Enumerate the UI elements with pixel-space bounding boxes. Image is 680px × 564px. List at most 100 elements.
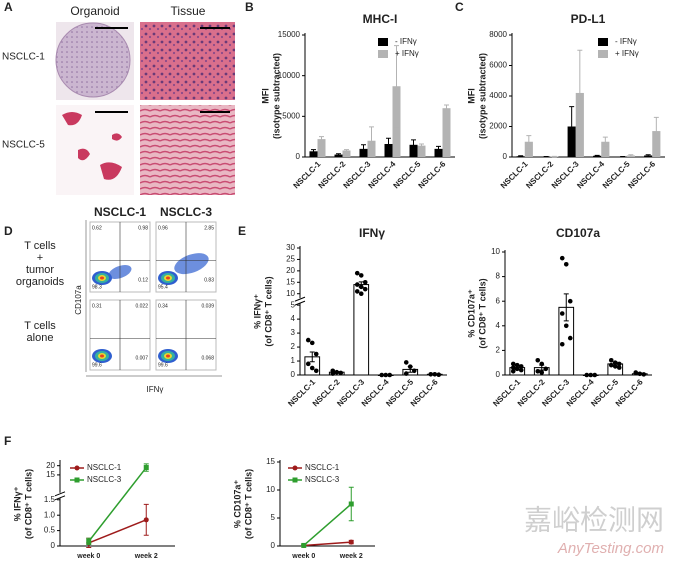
legend-swatch — [378, 38, 388, 46]
y-tick-label: 2 — [496, 346, 501, 355]
marker — [301, 542, 307, 548]
y-tick-label: 10 — [286, 289, 295, 298]
y-axis-label: (of CD8⁺ T cells) — [263, 276, 273, 346]
data-point — [510, 369, 516, 374]
error-bar — [309, 351, 315, 363]
data-point — [428, 372, 434, 377]
y-tick-label: 0.5 — [44, 526, 56, 535]
chart-title: MHC-I — [363, 12, 398, 26]
error-bar — [334, 371, 340, 374]
bar — [601, 141, 610, 157]
error-bar — [653, 116, 659, 146]
data-point — [608, 357, 614, 363]
line — [88, 519, 147, 544]
line — [303, 541, 352, 547]
quadrant-value: 99.6 — [92, 362, 102, 368]
y-tick-label: 0 — [496, 370, 501, 379]
error-bar — [602, 136, 608, 147]
data-point — [387, 372, 393, 378]
data-point — [305, 361, 311, 367]
data-point — [633, 370, 639, 375]
axis-break — [296, 298, 304, 304]
panel-label: D — [4, 224, 13, 238]
error-bar — [645, 154, 651, 157]
legend-label: NSCLC-3 — [87, 475, 122, 484]
axis-break — [54, 495, 66, 501]
row-label: + — [37, 252, 43, 264]
error-bar — [514, 365, 520, 370]
flow-cloud — [174, 253, 209, 275]
y-tick-label: 10000 — [278, 71, 301, 80]
bar — [434, 148, 443, 157]
flow-cloud — [100, 276, 104, 280]
data-point — [588, 372, 594, 378]
quadrant-value: 0.12 — [138, 277, 148, 283]
data-point — [559, 311, 565, 316]
data-point — [330, 371, 336, 376]
quadrant-value: 0.34 — [158, 303, 168, 309]
histology-images — [55, 22, 235, 195]
axis-break — [294, 296, 306, 302]
y-tick-label: 0 — [271, 541, 276, 550]
line — [303, 503, 352, 547]
data-point — [563, 262, 569, 267]
y-tick-label: 6 — [496, 296, 501, 305]
error-bar — [411, 139, 416, 151]
line — [88, 467, 147, 542]
bar — [353, 284, 370, 376]
data-point — [313, 368, 319, 374]
data-point — [539, 370, 545, 375]
x-tick-label: NSCLC-6 — [409, 377, 440, 408]
legend-label: - IFNγ — [615, 37, 637, 46]
data-point — [567, 298, 573, 304]
y-tick-label: 15 — [46, 470, 55, 479]
chart-title: CD107a — [556, 226, 600, 240]
error-bar — [319, 136, 324, 143]
bar — [317, 139, 326, 157]
x-tick-label: week 0 — [291, 553, 315, 560]
quadrant-value: 0.007 — [135, 355, 148, 361]
panel-label: F — [4, 434, 11, 448]
bar — [524, 141, 533, 157]
error-bar — [336, 153, 341, 156]
data-point — [411, 368, 417, 374]
column-label: Tissue — [171, 4, 206, 18]
y-tick-label: 1.0 — [44, 510, 56, 519]
data-point — [305, 337, 311, 343]
data-point — [510, 365, 516, 370]
marker — [143, 517, 149, 523]
legend-marker — [292, 465, 298, 471]
data-point — [608, 362, 614, 368]
flow-cloud — [166, 276, 170, 280]
legend-label: - IFNγ — [395, 37, 417, 46]
row-label: tumor — [26, 264, 54, 276]
data-point — [616, 365, 622, 370]
error-bar — [594, 154, 600, 157]
bar — [417, 145, 426, 157]
y-axis-label: MFI — [466, 88, 476, 104]
x-tick-label: week 2 — [339, 553, 363, 560]
quadrant-value: 0.62 — [92, 225, 102, 231]
error-bar — [361, 144, 366, 154]
column-label: NSCLC-1 — [94, 205, 146, 219]
row-label: NSCLC-1 — [2, 52, 45, 63]
axis-break — [54, 491, 66, 497]
y-tick-label: 2 — [291, 342, 296, 351]
y-axis-label: (of CD8⁺ T cells) — [477, 278, 487, 348]
x-tick-label: NSCLC-6 — [614, 377, 645, 408]
data-point — [535, 357, 541, 363]
data-point — [362, 279, 368, 285]
y-tick-label: 1.5 — [44, 495, 56, 504]
data-point — [383, 372, 389, 378]
legend-marker — [292, 477, 298, 483]
watermark: AnyTesting.com — [557, 540, 664, 557]
error-bar — [637, 372, 643, 375]
chart-title: IFNγ — [359, 226, 385, 240]
marker — [348, 501, 354, 507]
error-bar — [344, 149, 349, 152]
data-point — [358, 291, 364, 297]
flow-cloud — [100, 354, 104, 358]
row-label: alone — [27, 332, 54, 344]
data-point — [358, 273, 364, 278]
